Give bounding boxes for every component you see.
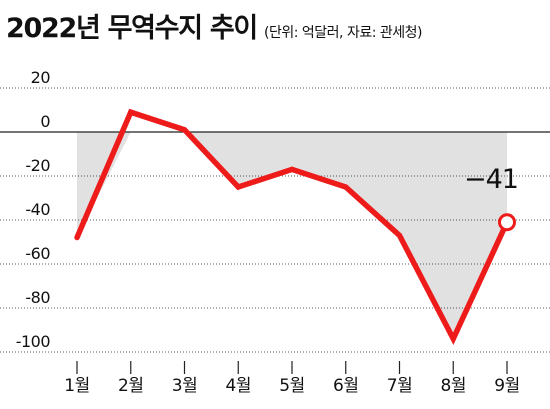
x-tick-label: 4월 xyxy=(226,376,251,396)
annotations: −41 xyxy=(464,164,519,195)
y-tick-label: -80 xyxy=(25,288,50,307)
x-tick-label: 6월 xyxy=(333,376,358,396)
x-tick-label: 2월 xyxy=(118,376,143,396)
data-point xyxy=(450,336,456,342)
x-tick-label: 8월 xyxy=(441,376,466,396)
last-point-marker xyxy=(498,213,516,232)
chart-title: 2022년 무역수지 추이 xyxy=(6,13,258,44)
x-tick-label: 1월 xyxy=(64,376,89,396)
y-tick-label: -100 xyxy=(16,332,51,351)
x-tick-label: 7월 xyxy=(387,376,412,396)
chart-header: 2022년 무역수지 추이 (단위: 억달러, 자료: 관세청) xyxy=(6,6,546,52)
data-point xyxy=(289,166,295,173)
data-point xyxy=(235,184,241,190)
chart-subtitle: (단위: 억달러, 자료: 관세청) xyxy=(264,25,422,41)
y-tick-label: 0 xyxy=(40,112,50,131)
x-tick-label: 9월 xyxy=(494,376,519,396)
y-tick-label: -60 xyxy=(25,244,50,263)
y-tick-label: -40 xyxy=(25,200,50,219)
area-fill xyxy=(77,132,507,339)
y-axis-labels: 20 0 -20 -40 -60 -80 -100 xyxy=(16,68,51,351)
x-tick-label: 5월 xyxy=(279,376,304,396)
x-tick-label: 3월 xyxy=(172,376,197,396)
negative-area-fill xyxy=(77,132,507,339)
x-axis-tick-marks xyxy=(76,361,508,374)
last-point-marker-group xyxy=(498,213,516,232)
y-tick-label: -20 xyxy=(25,156,50,175)
data-point xyxy=(343,184,349,190)
gridlines xyxy=(0,87,550,353)
data-point xyxy=(396,232,403,239)
data-point xyxy=(74,234,80,241)
data-point xyxy=(128,109,134,115)
y-tick-label: 20 xyxy=(31,68,51,87)
x-axis-labels: 1월 2월 3월 4월 5월 6월 7월 8월 9월 xyxy=(64,376,520,396)
value-annotation: −41 xyxy=(464,164,518,195)
data-point xyxy=(181,127,188,133)
